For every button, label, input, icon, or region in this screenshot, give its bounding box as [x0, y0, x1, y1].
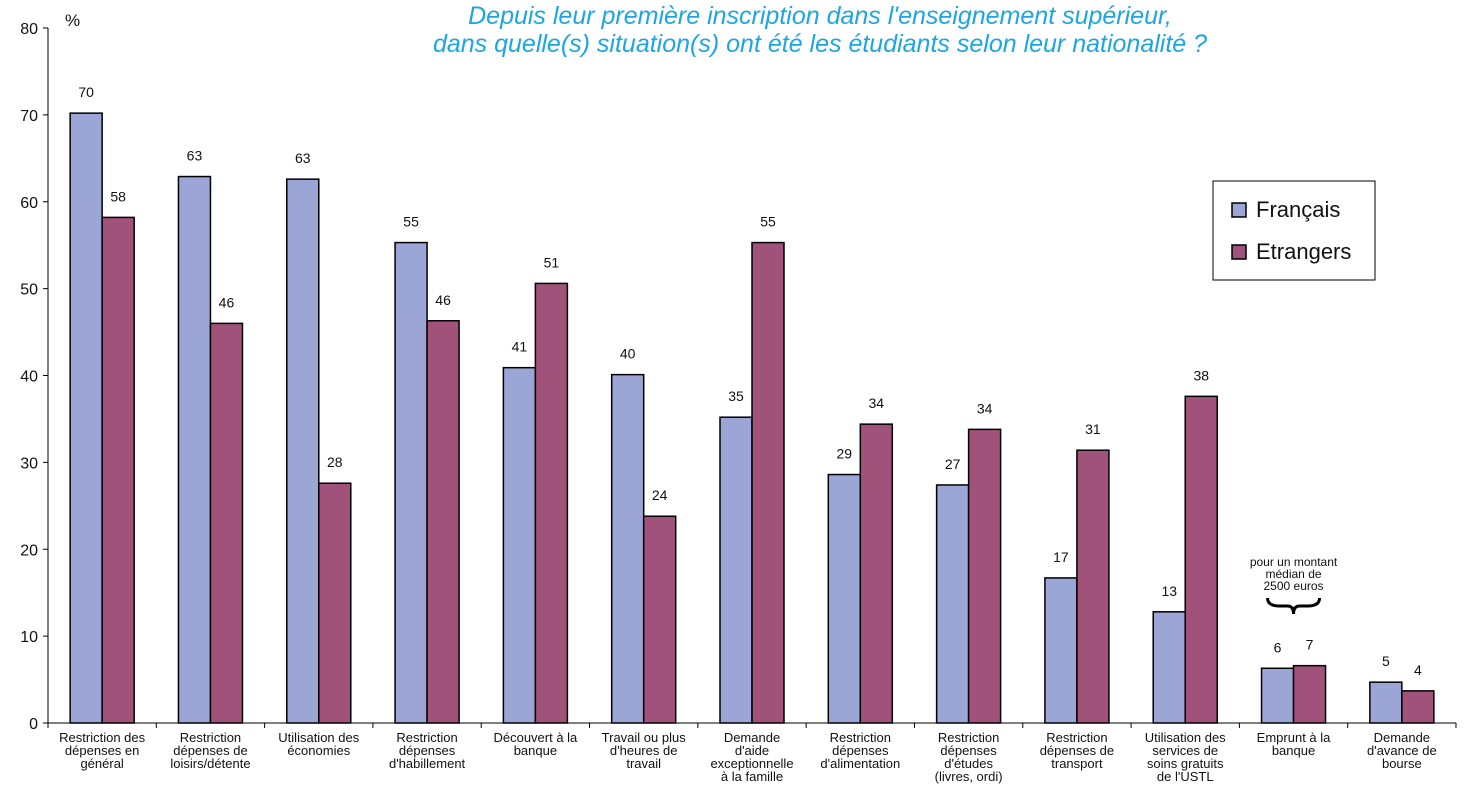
value-label: 58 — [110, 188, 126, 204]
bar — [534, 282, 569, 724]
x-tick-label: Utilisation des services de soins gratuits… — [1145, 730, 1226, 784]
value-label: 41 — [512, 339, 528, 355]
x-tick-label: Emprunt à la banque — [1257, 730, 1331, 758]
bar — [394, 241, 428, 724]
value-label: 13 — [1161, 583, 1177, 599]
value-label: 17 — [1053, 549, 1069, 565]
x-tick-label: Restriction dépenses d'études (livres, ordi… — [935, 730, 1003, 784]
value-label: 4 — [1414, 662, 1422, 678]
value-label: 35 — [728, 388, 744, 404]
x-tick-label: Demande d'aide exceptionnelle à la famille — [710, 730, 793, 784]
value-label: 5 — [1382, 653, 1390, 669]
bar — [859, 423, 894, 724]
value-label: 46 — [219, 294, 235, 310]
bar — [318, 482, 352, 724]
value-label: 40 — [620, 346, 636, 362]
bar — [1044, 577, 1078, 724]
bar — [935, 484, 970, 724]
x-tick-label: Découvert à la banque — [493, 730, 578, 758]
value-label: 51 — [544, 254, 560, 270]
brace — [1266, 597, 1322, 615]
bar — [502, 366, 537, 724]
bar — [967, 428, 1002, 724]
bar — [286, 178, 320, 724]
chart-title: Depuis leur première inscription dans l'… — [433, 2, 1207, 58]
legend-swatch — [1231, 202, 1247, 218]
legend-swatch — [1231, 244, 1247, 260]
value-label: 34 — [977, 400, 993, 416]
y-axis-label: % — [65, 11, 80, 30]
bar — [751, 241, 785, 724]
y-tick-label: 30 — [20, 455, 38, 472]
y-tick-label: 50 — [20, 282, 38, 299]
x-tick-label: Demande d'avance de bourse — [1367, 730, 1437, 771]
value-label: 63 — [187, 148, 203, 164]
y-tick-label: 40 — [20, 369, 38, 386]
value-label: 28 — [327, 454, 343, 470]
x-tick-label: Utilisation des économies — [278, 730, 359, 758]
legend-box — [1212, 180, 1376, 281]
bar — [426, 320, 460, 724]
bar — [827, 473, 862, 724]
value-label: 38 — [1193, 367, 1209, 383]
y-tick-label: 0 — [29, 716, 38, 733]
y-tick-label: 60 — [20, 195, 38, 212]
x-tick-label: Restriction dépenses de loisirs/détente — [170, 730, 250, 771]
value-label: 29 — [837, 446, 853, 462]
bar — [1369, 681, 1403, 724]
bar — [1260, 667, 1295, 724]
value-label: 31 — [1085, 421, 1101, 437]
bar — [610, 373, 645, 724]
bar — [69, 112, 103, 724]
x-tick-label: Restriction des dépenses en général — [59, 730, 145, 771]
bar — [1401, 690, 1435, 724]
value-label: 55 — [403, 214, 419, 230]
x-tick-label: Restriction dépenses de transport — [1040, 730, 1114, 771]
value-label: 34 — [869, 395, 885, 411]
legend-label: Français — [1256, 197, 1340, 222]
bar — [209, 322, 244, 724]
value-label: 55 — [760, 214, 776, 230]
bar — [719, 416, 753, 724]
bar — [101, 216, 135, 724]
legend-label: Etrangers — [1256, 239, 1351, 264]
value-label: 27 — [945, 456, 961, 472]
bar — [1152, 611, 1186, 724]
bar — [1184, 395, 1218, 724]
y-tick-label: 70 — [20, 108, 38, 125]
y-tick-label: 20 — [20, 542, 38, 559]
value-label: 7 — [1306, 637, 1314, 653]
bar — [1076, 449, 1110, 724]
bar — [177, 175, 212, 724]
y-tick-label: 80 — [20, 21, 38, 38]
value-label: 24 — [652, 487, 668, 503]
value-label: 6 — [1274, 639, 1282, 655]
x-tick-label: Restriction dépenses d'habillement — [389, 730, 466, 771]
value-label: 63 — [295, 150, 311, 166]
bar — [642, 515, 677, 724]
annotation: pour un montant médian de 2500 euros — [1250, 555, 1338, 593]
value-label: 46 — [435, 292, 451, 308]
x-tick-label: Restriction dépenses d'alimentation — [820, 730, 900, 771]
value-label: 70 — [78, 84, 94, 100]
x-tick-label: Travail ou plus d'heures de travail — [602, 730, 687, 771]
y-tick-label: 10 — [20, 629, 38, 646]
bar — [1292, 664, 1327, 724]
